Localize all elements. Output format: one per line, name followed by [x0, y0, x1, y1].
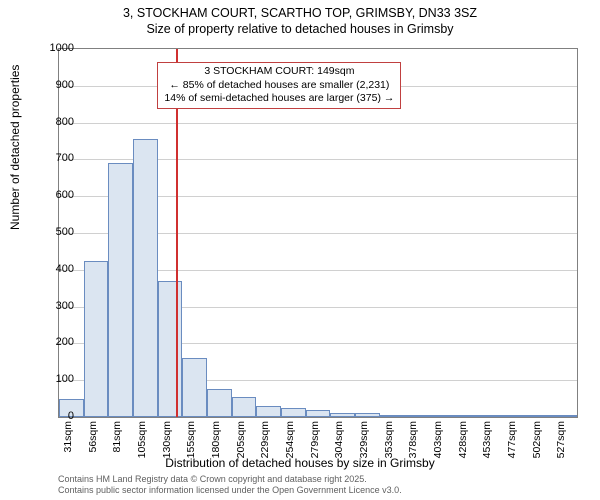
- x-tick-label: 502sqm: [531, 421, 543, 458]
- histogram-bar: [158, 281, 183, 417]
- y-tick-label: 1000: [34, 42, 74, 54]
- x-tick-label: 229sqm: [259, 421, 271, 458]
- y-tick-label: 200: [34, 336, 74, 348]
- histogram-bar: [330, 413, 355, 417]
- histogram-bar: [306, 410, 331, 417]
- x-tick-label: 279sqm: [309, 421, 321, 458]
- y-tick-label: 500: [34, 226, 74, 238]
- attribution-line1: Contains HM Land Registry data © Crown c…: [58, 474, 402, 485]
- histogram-bar: [478, 415, 503, 417]
- histogram-bar: [404, 415, 429, 417]
- histogram-bar: [182, 358, 207, 417]
- annotation-title: 3 STOCKHAM COURT: 149sqm: [164, 65, 394, 79]
- x-tick-label: 254sqm: [284, 421, 296, 458]
- x-tick-label: 105sqm: [136, 421, 148, 458]
- x-tick-label: 56sqm: [87, 421, 99, 453]
- attribution-line2: Contains public sector information licen…: [58, 485, 402, 496]
- histogram-chart: 3 STOCKHAM COURT: 149sqm ← 85% of detach…: [58, 48, 578, 418]
- annotation-smaller: ← 85% of detached houses are smaller (2,…: [164, 79, 394, 93]
- histogram-bar: [429, 415, 454, 417]
- histogram-bar: [355, 413, 380, 417]
- annotation-larger: 14% of semi-detached houses are larger (…: [164, 92, 394, 106]
- x-tick-label: 378sqm: [407, 421, 419, 458]
- page-title-line1: 3, STOCKHAM COURT, SCARTHO TOP, GRIMSBY,…: [0, 6, 600, 22]
- x-tick-label: 155sqm: [185, 421, 197, 458]
- x-tick-label: 180sqm: [210, 421, 222, 458]
- gridline: [59, 123, 577, 124]
- y-axis-label: Number of detached properties: [8, 65, 22, 230]
- histogram-bar: [232, 397, 257, 417]
- y-tick-label: 600: [34, 189, 74, 201]
- y-tick-label: 300: [34, 300, 74, 312]
- x-tick-label: 527sqm: [555, 421, 567, 458]
- histogram-bar: [256, 406, 281, 417]
- histogram-bar: [454, 415, 479, 417]
- x-tick-label: 31sqm: [62, 421, 74, 453]
- histogram-bar: [281, 408, 306, 417]
- histogram-bar: [552, 415, 577, 417]
- histogram-bar: [503, 415, 528, 417]
- histogram-bar: [528, 415, 553, 417]
- x-tick-label: 453sqm: [481, 421, 493, 458]
- x-tick-label: 428sqm: [457, 421, 469, 458]
- y-tick-label: 800: [34, 116, 74, 128]
- y-tick-label: 700: [34, 152, 74, 164]
- y-tick-label: 400: [34, 263, 74, 275]
- x-tick-label: 329sqm: [358, 421, 370, 458]
- histogram-bar: [108, 163, 133, 417]
- x-tick-label: 477sqm: [506, 421, 518, 458]
- page-title-line2: Size of property relative to detached ho…: [0, 22, 600, 38]
- y-tick-label: 100: [34, 373, 74, 385]
- histogram-bar: [84, 261, 109, 417]
- histogram-bar: [207, 389, 232, 417]
- x-tick-label: 403sqm: [432, 421, 444, 458]
- y-tick-label: 900: [34, 79, 74, 91]
- marker-annotation: 3 STOCKHAM COURT: 149sqm ← 85% of detach…: [157, 62, 401, 109]
- histogram-bar: [380, 415, 405, 417]
- x-tick-label: 205sqm: [235, 421, 247, 458]
- histogram-bar: [133, 139, 158, 417]
- x-tick-label: 130sqm: [161, 421, 173, 458]
- x-tick-label: 353sqm: [383, 421, 395, 458]
- x-tick-label: 81sqm: [111, 421, 123, 453]
- x-tick-label: 304sqm: [333, 421, 345, 458]
